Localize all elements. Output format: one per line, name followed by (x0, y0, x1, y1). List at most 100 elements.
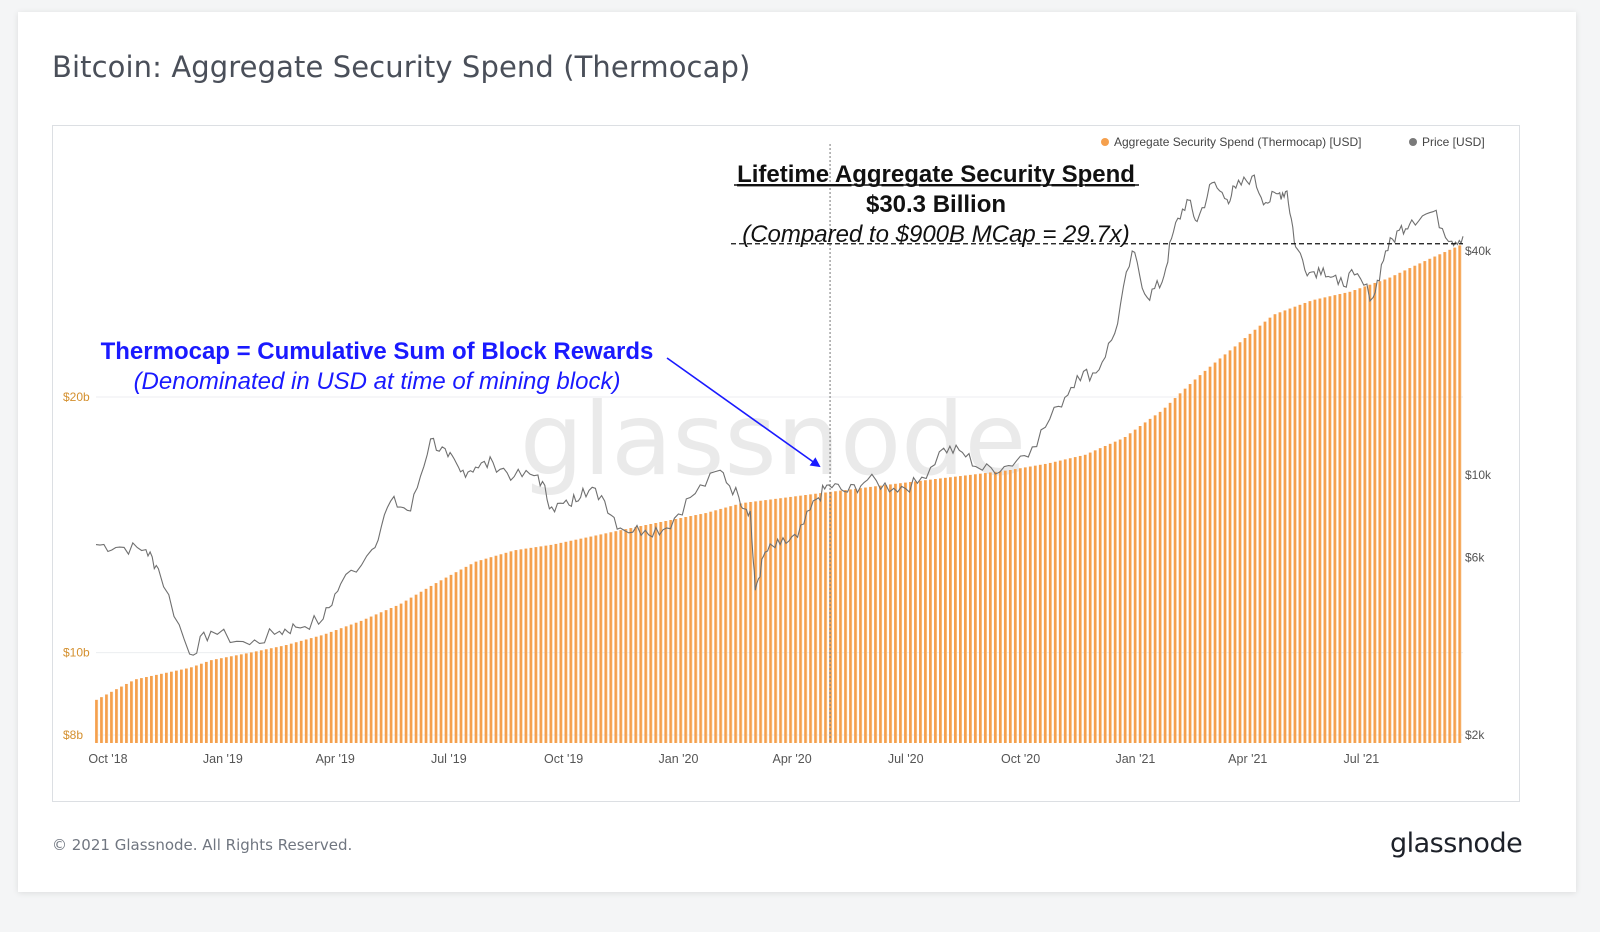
thermocap-bar (909, 481, 912, 743)
thermocap-bar (1093, 450, 1097, 743)
thermocap-bar (1283, 310, 1287, 743)
thermocap-bar (1198, 375, 1202, 743)
thermocap-bar (189, 667, 193, 743)
thermocap-bar (354, 622, 358, 743)
x-tick-label: Oct '20 (1001, 752, 1040, 766)
thermocap-bar (359, 620, 363, 743)
thermocap-bar (234, 655, 238, 743)
thermocap-bar (744, 502, 747, 743)
thermocap-bar (1043, 463, 1047, 743)
y-left-tick-label: $8b (63, 728, 83, 742)
thermocap-bar (514, 550, 518, 743)
thermocap-bar (459, 569, 463, 743)
thermocap-bar (1148, 418, 1152, 743)
thermocap-bar (1263, 321, 1267, 743)
thermocap-bar (319, 635, 323, 743)
thermocap-bar (634, 527, 638, 743)
thermocap-bar (764, 500, 767, 743)
thermocap-bar (719, 508, 722, 743)
x-tick-label: Apr '19 (316, 752, 355, 766)
thermocap-bar (244, 653, 248, 743)
thermocap-bar (1268, 317, 1272, 743)
thermocap-bar (1118, 439, 1122, 743)
thermocap-bar (1138, 426, 1142, 743)
thermocap-bar (1358, 288, 1362, 743)
thermocap-bar (554, 543, 558, 743)
thermocap-bar (439, 580, 443, 743)
thermocap-bar (309, 638, 313, 743)
thermocap-bar (614, 531, 618, 743)
copyright-text: © 2021 Glassnode. All Rights Reserved. (52, 836, 353, 854)
thermocap-bar (684, 517, 687, 743)
thermocap-bar (1033, 465, 1037, 743)
thermocap-bar (174, 670, 178, 743)
thermocap-bar (874, 486, 877, 743)
thermocap-bar (539, 546, 543, 743)
thermocap-bar (434, 583, 438, 743)
thermocap-bar (619, 530, 623, 743)
thermocap-bar (1023, 467, 1027, 743)
thermocap-bar (664, 520, 667, 743)
thermocap-bar (1273, 314, 1277, 743)
thermocap-bar (329, 631, 333, 743)
thermocap-bar (824, 492, 827, 743)
thermocap-bar (1208, 366, 1212, 743)
thermocap-bar (879, 485, 882, 743)
thermocap-bar (1278, 312, 1282, 743)
thermocap-bar (1243, 338, 1247, 743)
thermocap-bar (1068, 458, 1072, 743)
chart-title: Bitcoin: Aggregate Security Spend (Therm… (52, 50, 751, 84)
thermocap-bar (639, 526, 643, 743)
thermocap-bar (739, 503, 742, 743)
thermocap-bar (499, 554, 503, 743)
thermocap-bar (1088, 452, 1092, 743)
thermocap-bar (524, 548, 528, 743)
thermocap-bar (374, 614, 378, 743)
y-left-tick-label: $10b (63, 646, 90, 660)
thermocap-bar (983, 473, 987, 743)
legend-price-label: Price [USD] (1422, 135, 1485, 149)
thermocap-bars (95, 245, 1461, 743)
thermocap-bar (993, 471, 997, 743)
thermocap-bar (349, 624, 353, 743)
thermocap-bar (1458, 245, 1461, 743)
thermocap-bar (254, 651, 258, 743)
thermocap-bar (279, 646, 283, 743)
thermocap-bar (1408, 268, 1412, 743)
thermocap-bar (140, 678, 143, 743)
thermocap-bar (1223, 354, 1227, 743)
thermocap-bar (1003, 470, 1007, 743)
thermocap-bar (794, 496, 797, 743)
thermocap-bar (1368, 284, 1372, 743)
price-line (95, 174, 1464, 656)
thermocap-bar (404, 600, 408, 743)
thermocap-bar (1048, 462, 1052, 743)
thermocap-bar (594, 535, 598, 743)
y-right-tick-label: $6k (1465, 551, 1485, 565)
thermocap-bar (904, 482, 907, 743)
thermocap-bar (454, 572, 458, 743)
thermocap-bar (389, 608, 393, 743)
thermocap-bar (160, 673, 163, 743)
thermocap-bar (949, 477, 952, 743)
thermocap-bar (214, 659, 218, 743)
thermocap-bar (1383, 279, 1387, 743)
thermocap-bar (939, 478, 942, 743)
thermocap-bar (1413, 265, 1417, 743)
thermocap-bar (709, 511, 712, 743)
annotation-total-value: $30.3 Billion (866, 191, 1006, 218)
thermocap-bar (579, 538, 583, 743)
thermocap-bar (1453, 247, 1456, 743)
thermocap-bar (1333, 295, 1337, 743)
thermocap-bar (304, 639, 308, 743)
thermocap-bar (1338, 294, 1342, 743)
thermocap-bar (474, 561, 478, 743)
x-tick-label: Oct '19 (544, 752, 583, 766)
thermocap-bar (919, 480, 922, 743)
thermocap-bar (1018, 468, 1022, 743)
thermocap-bar (978, 473, 982, 743)
thermocap-bar (184, 668, 188, 743)
chart-frame: glassnode $8b $10b $20b $2k $6k $10k $40k Oct '1… (52, 125, 1520, 802)
thermocap-bar (559, 542, 563, 743)
thermocap-bar (165, 672, 168, 743)
